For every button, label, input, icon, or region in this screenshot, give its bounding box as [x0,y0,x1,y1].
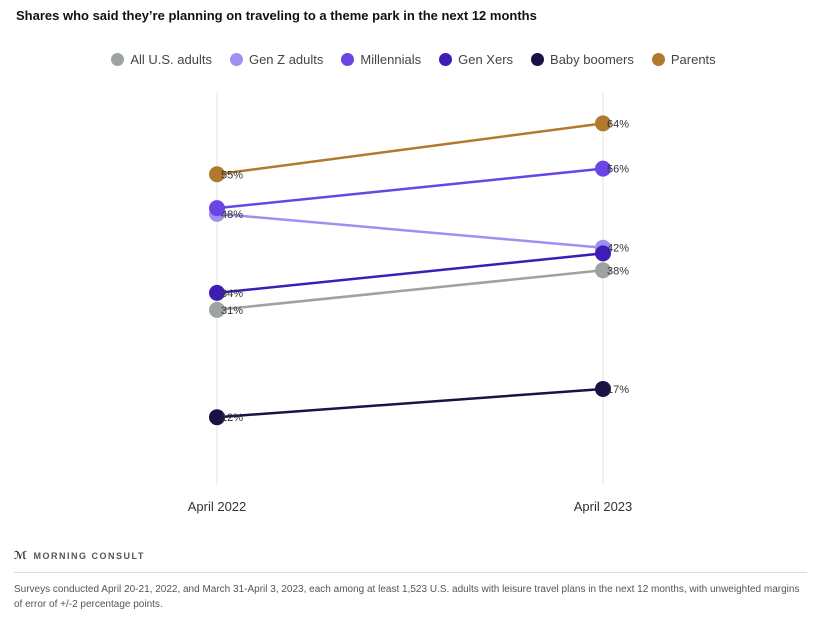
legend-label: Parents [670,52,716,67]
data-point [595,245,611,262]
legend-label: Gen Z adults [248,52,324,67]
legend-swatch [341,53,355,66]
data-label: 42% [607,243,629,255]
x-tick-label: April 2023 [574,499,633,514]
legend-swatch [651,53,665,66]
data-label: 55% [221,169,243,181]
legend-item: All U.S. adults [111,52,212,67]
data-label: 31% [221,305,243,317]
series-line [216,122,604,176]
data-label: 56% [607,164,629,176]
data-label: 48% [221,209,243,221]
legend: All U.S. adults Gen Z adults Millennials Ge… [0,52,827,67]
brand-name: MORNING CONSULT [33,550,145,561]
data-point [595,160,611,177]
series-line [216,269,604,312]
data-point [209,301,225,318]
data-label: 64% [607,118,629,130]
series-line [216,252,604,295]
data-label: 12% [221,412,243,424]
legend-swatch [229,53,243,66]
footer-divider [14,572,807,573]
data-point [595,115,611,132]
data-point [209,200,225,217]
legend-item: Millennials [341,52,421,67]
data-label: 38% [607,265,629,277]
legend-swatch [531,53,545,66]
legend-label: Gen Xers [458,52,514,67]
x-tick-label: April 2022 [188,499,247,514]
series-line [216,167,604,210]
footnote: Surveys conducted April 20-21, 2022, and… [14,584,800,610]
legend-label: Baby boomers [550,52,634,67]
legend-label: All U.S. adults [130,52,212,67]
data-label: 17% [607,384,629,396]
data-point [209,284,225,301]
data-point [209,166,225,183]
legend-swatch [439,53,453,66]
legend-item: Parents [651,52,716,67]
chart-title: Shares who said they’re planning on trav… [16,8,537,23]
legend-item: Gen Z adults [229,52,324,67]
series-line [216,387,604,419]
data-point [595,380,611,397]
morning-consult-icon: ℳ [14,550,29,562]
data-label: 34% [221,288,243,300]
data-point [209,409,225,426]
legend-swatch [111,53,125,66]
brand-logo: ℳ MORNING CONSULT [14,549,145,562]
legend-item: Baby boomers [531,52,634,67]
data-point [595,262,611,279]
legend-label: Millennials [360,52,422,67]
legend-item: Gen Xers [439,52,513,67]
series-line [216,212,604,249]
